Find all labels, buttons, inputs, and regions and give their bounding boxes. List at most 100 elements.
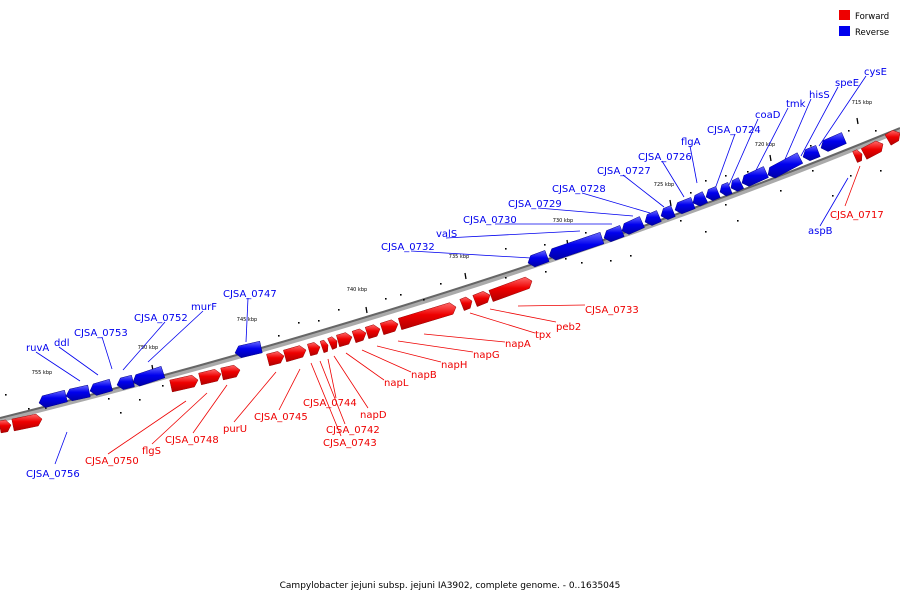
reverse-gene-arrow[interactable] [89,378,113,396]
forward-gene-arrow[interactable] [283,345,307,363]
reverse-gene-arrow[interactable] [132,365,166,387]
forward-gene-arrow[interactable] [169,374,199,393]
forward-gene-label-napa[interactable]: napA [505,339,531,350]
scale-minor-tick [780,190,782,192]
scale-major-tick [464,272,467,280]
reverse-gene-label-murf[interactable]: murF [191,302,217,313]
forward-gene-label-cjsa-0733[interactable]: CJSA_0733 [585,305,639,316]
forward-gene-arrow[interactable] [860,140,884,160]
forward-gene-label-puru[interactable]: purU [223,424,247,435]
reverse-gene-leader-coad [728,118,759,186]
reverse-gene-label-cjsa-0752[interactable]: CJSA_0752 [134,313,188,324]
forward-gene-leader-cjsa-0733 [517,304,586,307]
reverse-gene-label-cjsa-0726[interactable]: CJSA_0726 [638,152,692,163]
reverse-gene-leader-ddl [58,346,99,376]
reverse-gene-label-cjsa-0732[interactable]: CJSA_0732 [381,242,435,253]
forward-gene-arrow[interactable] [0,419,12,434]
reverse-gene-label-cjsa-0727[interactable]: CJSA_0727 [597,166,651,177]
reverse-gene-arrow[interactable] [65,384,91,402]
forward-gene-arrow[interactable] [351,328,367,344]
reverse-gene-arrow[interactable] [660,205,676,220]
forward-gene-label-peb2[interactable]: peb2 [556,322,581,333]
forward-gene-label-cjsa-0750[interactable]: CJSA_0750 [85,456,139,467]
forward-gene-arrow[interactable] [198,369,222,386]
forward-gene-arrow[interactable] [459,296,473,311]
forward-gene-arrow[interactable] [266,351,285,367]
reverse-gene-leader-vals [445,230,581,239]
forward-gene-leader-napa [423,333,506,343]
forward-gene-leader-napb [361,349,412,373]
reverse-gene-label-cjsa-0724[interactable]: CJSA_0724 [707,125,761,136]
reverse-gene-label-coad[interactable]: coaD [755,110,781,121]
reverse-gene-arrow[interactable] [621,216,645,235]
forward-gene-arrow[interactable] [379,319,399,336]
reverse-gene-arrow[interactable] [767,152,804,179]
forward-gene-label-cjsa-0748[interactable]: CJSA_0748 [165,435,219,446]
forward-gene-arrow[interactable] [884,130,900,146]
reverse-gene-label-cjsa-0730[interactable]: CJSA_0730 [463,215,517,226]
reverse-gene-arrow[interactable] [234,340,263,358]
forward-gene-arrow[interactable] [852,149,863,163]
forward-gene-label-napd[interactable]: napD [360,410,387,421]
reverse-gene-label-vals[interactable]: valS [436,229,457,240]
reverse-gene-label-ddl[interactable]: ddl [54,338,69,349]
forward-gene-arrow[interactable] [364,324,381,340]
forward-gene-label-cjsa-0742[interactable]: CJSA_0742 [326,425,380,436]
reverse-gene-arrow[interactable] [705,186,721,201]
forward-gene-leader-napl [345,352,385,381]
scale-major-tick [669,199,672,207]
reverse-gene-arrow[interactable] [603,225,625,243]
reverse-gene-label-flga[interactable]: flgA [681,137,701,148]
reverse-gene-label-spee[interactable]: speE [835,78,859,89]
forward-gene-arrow[interactable] [336,332,353,348]
reverse-gene-arrow[interactable] [674,197,696,215]
forward-gene-label-napl[interactable]: napL [384,378,409,389]
reverse-gene-label-cjsa-0728[interactable]: CJSA_0728 [552,184,606,195]
reverse-gene-label-cjsa-0729[interactable]: CJSA_0729 [508,199,562,210]
reverse-gene-arrow[interactable] [644,210,662,226]
forward-gene-label-flgs[interactable]: flgS [142,446,161,457]
forward-gene-arrow[interactable] [319,339,329,354]
forward-gene-label-tpx[interactable]: tpx [535,330,551,341]
reverse-gene-arrow[interactable] [692,191,709,207]
scale-minor-tick [108,398,110,400]
forward-gene-label-naph[interactable]: napH [441,360,467,371]
scale-minor-tick [505,248,507,250]
reverse-gene-arrow[interactable] [527,250,550,268]
legend-forward-label: Forward [855,12,889,22]
scale-label: 755 kbp [32,370,52,376]
forward-gene-arrow[interactable] [220,364,241,381]
legend: Forward Reverse [839,10,889,38]
reverse-gene-arrow[interactable] [548,231,605,261]
reverse-gene-arrow[interactable] [38,389,68,408]
forward-gene-arrow[interactable] [472,291,491,307]
reverse-gene-arrow[interactable] [820,132,847,152]
reverse-gene-label-aspb[interactable]: aspB [808,226,833,237]
scale-minor-tick [705,231,707,233]
forward-gene-label-cjsa-0744[interactable]: CJSA_0744 [303,398,357,409]
reverse-gene-label-cjsa-0753[interactable]: CJSA_0753 [74,328,128,339]
reverse-gene-arrow[interactable] [741,166,769,187]
reverse-gene-label-ruva[interactable]: ruvA [26,343,49,354]
forward-gene-label-cjsa-0745[interactable]: CJSA_0745 [254,412,308,423]
reverse-gene-label-hiss[interactable]: hisS [809,90,830,101]
forward-gene-label-napb[interactable]: napB [411,370,437,381]
forward-gene-arrow[interactable] [11,413,43,432]
forward-gene-arrow[interactable] [397,302,457,331]
reverse-gene-arrow[interactable] [719,182,733,197]
forward-gene-arrow[interactable] [327,336,338,350]
reverse-gene-arrow[interactable] [730,177,745,192]
forward-gene-arrow[interactable] [488,276,533,302]
scale-minor-tick [318,320,320,322]
reverse-gene-label-cjsa-0747[interactable]: CJSA_0747 [223,289,277,300]
forward-gene-label-napg[interactable]: napG [473,350,500,361]
reverse-gene-label-cjsa-0756[interactable]: CJSA_0756 [26,469,80,480]
reverse-gene-arrow[interactable] [802,145,821,161]
forward-gene-label-cjsa-0717[interactable]: CJSA_0717 [830,210,884,221]
forward-gene-arrow[interactable] [307,342,321,357]
forward-gene-label-cjsa-0743[interactable]: CJSA_0743 [323,438,377,449]
reverse-gene-label-tmk[interactable]: tmk [786,99,806,110]
reverse-gene-label-cyse[interactable]: cysE [864,67,887,78]
reverse-gene-arrow[interactable] [116,374,135,390]
